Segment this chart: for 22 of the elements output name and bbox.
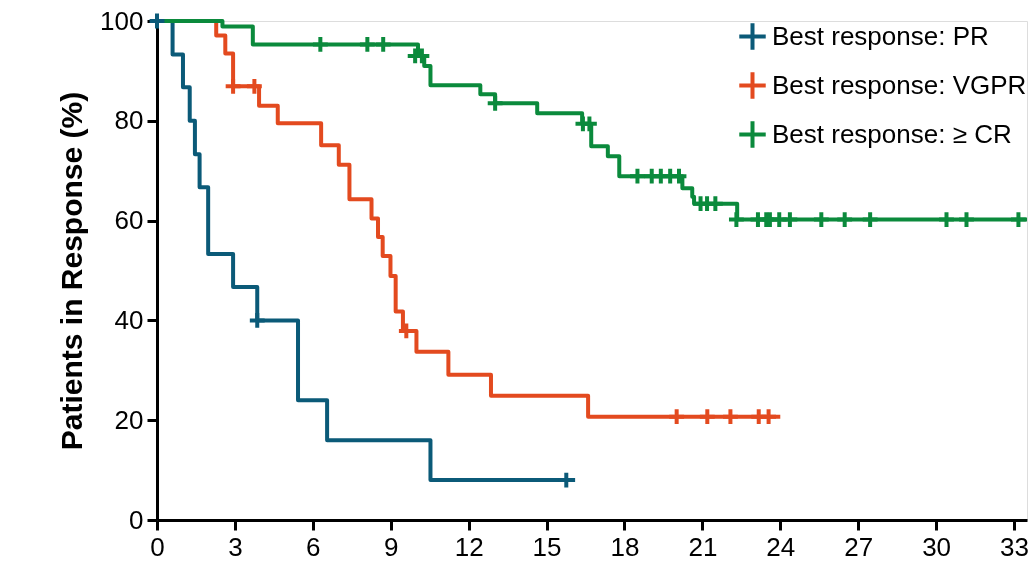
x-tick-label: 9 (384, 531, 399, 562)
y-axis-title: Patients in Response (%) (55, 91, 89, 451)
y-tick-label: 100 (100, 5, 144, 36)
y-tick-label: 0 (129, 504, 144, 535)
x-tick-label: 18 (610, 531, 640, 562)
y-tick-label: 80 (114, 105, 144, 136)
x-tick-label: 0 (150, 531, 165, 562)
y-tick-label: 60 (114, 205, 144, 236)
x-tick-label: 30 (922, 531, 952, 562)
x-tick-label: 21 (688, 531, 718, 562)
y-tick-label: 40 (114, 304, 144, 335)
x-tick-label: 15 (532, 531, 562, 562)
y-tick-label: 20 (114, 404, 144, 435)
x-tick-label: 3 (228, 531, 243, 562)
x-tick-label: 12 (454, 531, 484, 562)
legend-label: Best response: VGPR (772, 69, 1027, 100)
legend-label: Best response: ≥ CR (772, 118, 1012, 149)
x-tick-label: 24 (766, 531, 796, 562)
legend-label: Best response: PR (772, 20, 989, 51)
x-tick-label: 6 (306, 531, 321, 562)
x-tick-label: 27 (844, 531, 874, 562)
x-tick-label: 33 (1000, 531, 1029, 562)
